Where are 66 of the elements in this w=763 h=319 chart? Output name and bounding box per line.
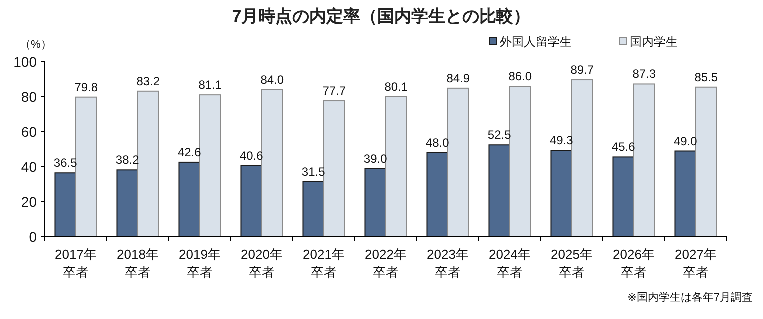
y-tick-label: 40 bbox=[21, 158, 38, 175]
x-tick-label: 2022年卒者 bbox=[365, 247, 407, 280]
y-tick-label: 60 bbox=[21, 124, 38, 140]
bar bbox=[54, 172, 76, 238]
bar bbox=[510, 86, 532, 238]
data-label: 38.2 bbox=[116, 153, 140, 168]
y-tick-label: 20 bbox=[21, 194, 38, 210]
bar bbox=[364, 168, 386, 238]
data-label: 86.0 bbox=[508, 70, 532, 84]
bar bbox=[324, 100, 346, 238]
y-axis-title: （%） bbox=[20, 39, 52, 51]
x-tick-label: 2017年卒者 bbox=[55, 247, 97, 280]
bar bbox=[178, 162, 200, 238]
data-label: 83.2 bbox=[136, 74, 160, 88]
bar bbox=[240, 165, 262, 238]
data-label: 85.5 bbox=[694, 70, 718, 84]
bar bbox=[116, 170, 138, 238]
x-tick-label: 2025年卒者 bbox=[551, 247, 593, 280]
data-label: 81.1 bbox=[198, 78, 222, 92]
chart-title: 7月時点の内定率（国内学生との比較） bbox=[232, 7, 531, 26]
data-label: 89.7 bbox=[570, 63, 594, 78]
bar bbox=[138, 90, 160, 238]
data-label: 80.1 bbox=[384, 80, 408, 94]
data-label: 40.6 bbox=[240, 148, 264, 163]
bar bbox=[488, 144, 510, 238]
x-tick-label: 2023年卒者 bbox=[427, 247, 469, 280]
x-tick-label: 2027年卒者 bbox=[675, 247, 717, 280]
data-label: 52.5 bbox=[488, 128, 512, 142]
data-label: 84.0 bbox=[260, 73, 284, 87]
bar bbox=[302, 181, 324, 238]
data-label: 49.3 bbox=[550, 134, 574, 148]
bar bbox=[612, 156, 634, 238]
data-label: 42.6 bbox=[178, 145, 202, 160]
data-label: 49.0 bbox=[674, 134, 698, 148]
data-label: 36.5 bbox=[54, 156, 78, 170]
y-tick-label: 0 bbox=[29, 228, 38, 245]
bar bbox=[200, 94, 222, 238]
bar bbox=[674, 150, 696, 238]
x-tick-label: 2018年卒者 bbox=[117, 247, 159, 280]
y-tick-label: 100 bbox=[14, 54, 38, 70]
data-label: 87.3 bbox=[632, 67, 656, 82]
y-tick-label: 80 bbox=[21, 88, 38, 105]
data-label: 39.0 bbox=[364, 152, 388, 166]
data-label: 45.6 bbox=[612, 140, 636, 154]
x-tick-label: 2020年卒者 bbox=[241, 247, 283, 280]
data-label: 79.8 bbox=[74, 80, 98, 94]
bar bbox=[448, 88, 470, 238]
data-label: 31.5 bbox=[302, 164, 326, 179]
bar bbox=[386, 96, 408, 238]
data-label: 48.0 bbox=[426, 136, 450, 150]
bar bbox=[696, 86, 718, 238]
x-tick-label: 2021年卒者 bbox=[303, 247, 345, 280]
bar bbox=[550, 150, 572, 238]
bar bbox=[426, 152, 448, 238]
legend-label: 外国人留学生 bbox=[500, 35, 572, 49]
text: ※国内学生は各年7月調査 bbox=[628, 291, 753, 304]
bar bbox=[262, 90, 284, 238]
x-tick-label: 2024年卒者 bbox=[489, 247, 531, 280]
bar bbox=[572, 80, 594, 238]
bar bbox=[76, 96, 98, 238]
x-tick-label: 2026年卒者 bbox=[613, 247, 655, 280]
x-tick-label: 2019年卒者 bbox=[179, 247, 221, 280]
legend-label: 国内学生 bbox=[630, 35, 678, 49]
data-label: 84.9 bbox=[446, 71, 470, 86]
bar bbox=[634, 84, 656, 238]
data-label: 77.7 bbox=[322, 84, 346, 98]
